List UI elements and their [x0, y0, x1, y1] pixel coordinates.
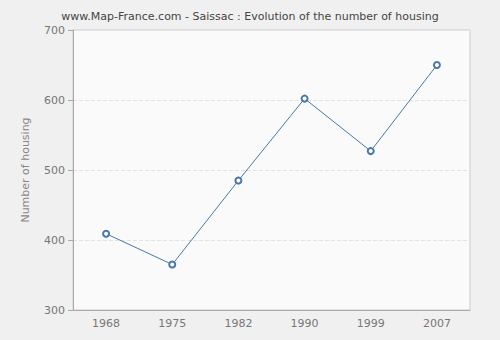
svg-text:1999: 1999: [357, 317, 385, 330]
svg-text:1968: 1968: [92, 317, 120, 330]
svg-text:1990: 1990: [291, 317, 319, 330]
svg-text:400: 400: [44, 234, 65, 247]
svg-text:Number of housing: Number of housing: [19, 117, 32, 222]
svg-text:1975: 1975: [158, 317, 186, 330]
svg-text:www.Map-France.com - Saissac :: www.Map-France.com - Saissac : Evolution…: [61, 10, 438, 23]
svg-text:700: 700: [44, 24, 65, 37]
svg-text:600: 600: [44, 94, 65, 107]
svg-text:500: 500: [44, 164, 65, 177]
svg-text:300: 300: [44, 304, 65, 317]
svg-text:2007: 2007: [423, 317, 451, 330]
svg-text:1982: 1982: [224, 317, 252, 330]
